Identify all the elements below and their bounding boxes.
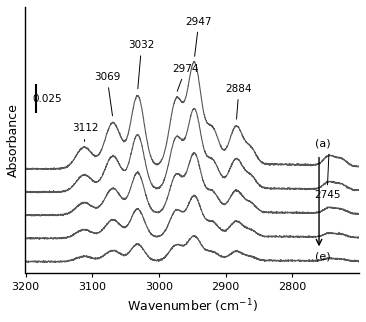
Text: (e): (e) — [314, 251, 330, 261]
Text: 0.025: 0.025 — [32, 94, 62, 104]
Text: 2884: 2884 — [225, 84, 252, 119]
Text: 2974: 2974 — [172, 64, 199, 91]
Text: 3112: 3112 — [72, 123, 99, 141]
Text: 3032: 3032 — [128, 40, 155, 89]
X-axis label: Wavenumber (cm$^{-1}$): Wavenumber (cm$^{-1}$) — [127, 298, 258, 315]
Text: 2745: 2745 — [314, 154, 340, 200]
Y-axis label: Absorbance: Absorbance — [7, 103, 20, 177]
Text: 3069: 3069 — [94, 72, 120, 116]
Text: 2947: 2947 — [186, 17, 212, 56]
Text: (a): (a) — [314, 139, 330, 149]
